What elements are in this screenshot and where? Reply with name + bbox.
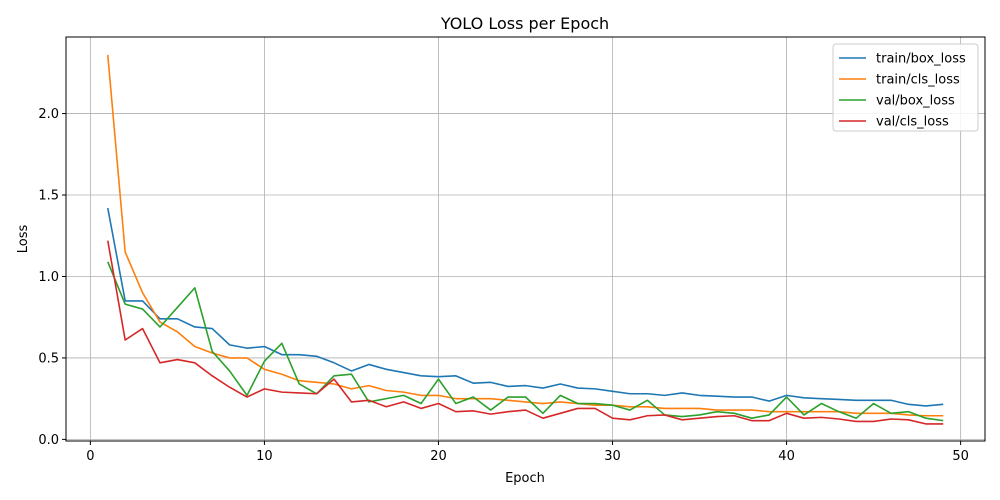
legend: train/box_loss train/cls_loss val/box_loss… <box>832 43 979 132</box>
x-tick-label: 10 <box>256 449 273 464</box>
x-tick-label: 30 <box>604 449 621 464</box>
x-tick-label: 20 <box>430 449 447 464</box>
series-line-train-box-loss <box>106 207 944 407</box>
axis-ticks: 0 10 20 30 40 50 0.0 0.5 1.0 1.5 2.0 <box>38 107 969 464</box>
grid <box>66 37 985 441</box>
series-lines <box>106 54 944 425</box>
series-line-train-cls-loss <box>106 54 944 417</box>
legend-label: train/box_loss <box>876 52 966 67</box>
legend-label: val/cls_loss <box>876 115 949 130</box>
series-line-val-box-loss <box>107 261 944 422</box>
x-axis-title: Epoch <box>505 471 545 486</box>
y-tick-label: 0.5 <box>38 351 59 366</box>
x-tick-label: 0 <box>86 449 94 464</box>
series-line-val-cls-loss <box>106 240 944 425</box>
legend-label: val/box_loss <box>876 94 955 109</box>
y-tick-label: 1.0 <box>38 270 59 285</box>
x-tick-label: 50 <box>952 449 969 464</box>
chart-title: YOLO Loss per Epoch <box>440 14 609 33</box>
legend-label: train/cls_loss <box>876 73 960 88</box>
y-tick-label: 1.5 <box>38 189 59 204</box>
y-axis-title: Loss <box>16 225 31 254</box>
y-tick-label: 2.0 <box>38 107 59 122</box>
x-tick-label: 40 <box>778 449 795 464</box>
plot-frame <box>65 36 986 442</box>
y-tick-label: 0.0 <box>38 433 59 448</box>
legend-box <box>832 43 979 132</box>
